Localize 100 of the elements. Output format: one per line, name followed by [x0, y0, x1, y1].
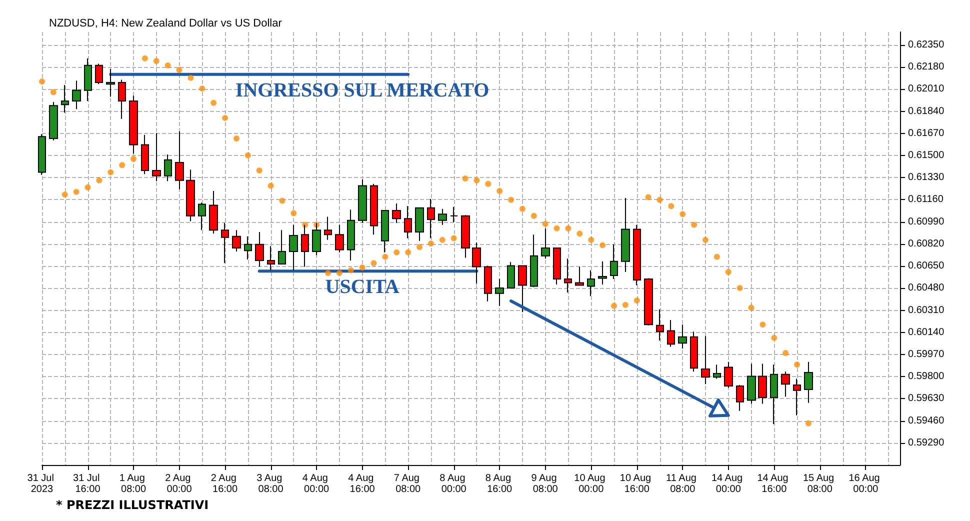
candlestick	[164, 154, 172, 182]
x-tick-label: 11 Aug 08:00	[666, 473, 700, 495]
x-tick-label: 8 Aug 00:00	[440, 473, 468, 495]
y-tick-label: 0.61670	[908, 128, 945, 139]
y-tick-label: 0.61160	[908, 194, 944, 206]
candlestick	[370, 183, 378, 236]
y-tick-label: 0.60990	[908, 216, 945, 228]
candlestick	[267, 246, 275, 271]
candlestick	[667, 320, 675, 348]
x-tick-label: 15 Aug 08:00	[802, 473, 837, 495]
candlestick	[278, 230, 286, 264]
x-tick-label: 31 Jul 16:00	[73, 473, 102, 495]
candlestick	[472, 242, 481, 284]
candlestick	[427, 198, 435, 239]
candlestick	[404, 206, 412, 239]
candlestick	[49, 101, 58, 141]
y-tick-label: 0.62010	[908, 84, 945, 95]
candlestick	[95, 63, 103, 85]
y-tick-label: 0.60480	[908, 282, 945, 294]
candlestick	[438, 208, 447, 226]
candlestick	[232, 230, 241, 252]
candlestick	[690, 331, 698, 372]
candlestick	[415, 207, 424, 242]
candlestick	[598, 260, 607, 286]
candlestick	[72, 80, 81, 110]
x-tick-label: 9 Aug 08:00	[531, 473, 560, 495]
x-tick-label: 16 Aug 00:00	[848, 473, 883, 495]
candlestick	[335, 224, 344, 253]
candlestick	[553, 247, 561, 286]
candlestick	[38, 134, 46, 176]
annotation: INGRESSO SUL MERCATO	[235, 79, 490, 102]
candlestick	[484, 265, 492, 302]
candlestick	[175, 130, 184, 190]
y-tick-label: 0.62350	[908, 40, 945, 51]
y-tick-label: 0.59800	[908, 371, 945, 382]
candlestick	[198, 202, 206, 231]
candlestick	[758, 363, 767, 404]
x-tick-label: 1 Aug 08:00	[119, 473, 148, 495]
x-tick-label: 14 Aug 00:00	[711, 473, 746, 495]
candlestick	[106, 68, 115, 98]
x-tick-label: 7 Aug 08:00	[394, 473, 422, 495]
text: * PREZZI ILLUSTRATIVI	[56, 498, 209, 512]
x-tick-label: 4 Aug 00:00	[302, 473, 331, 495]
candlestick	[255, 231, 264, 268]
x-tick-label: 10 Aug 16:00	[620, 473, 654, 495]
candlestick	[736, 384, 744, 412]
y-tick-label: 0.60310	[908, 304, 945, 316]
x-tick-label: 31 Jul 2023	[27, 473, 57, 495]
candlestick	[713, 364, 721, 380]
candlestick	[381, 210, 389, 253]
y-tick-label: 0.60140	[908, 326, 945, 338]
candlestick	[461, 214, 470, 258]
candlestick	[701, 336, 710, 385]
y-tick-label: 0.61330	[908, 172, 945, 184]
annotation: USCITA	[325, 276, 400, 298]
x-tick-label: 4 Aug 16:00	[348, 473, 376, 495]
candlestick	[587, 270, 595, 297]
candlestick	[209, 190, 218, 234]
x-tick-label: 10 Aug 00:00	[574, 473, 608, 495]
candlestick	[724, 361, 733, 388]
y-tick-label: 0.60820	[908, 238, 945, 250]
candlestick	[644, 278, 653, 326]
candlestick	[221, 222, 229, 264]
y-tick-label: 0.60650	[908, 260, 945, 272]
y-tick-label: 0.61840	[908, 106, 945, 117]
candlestick	[289, 224, 298, 271]
candlestick	[541, 228, 550, 260]
candlestick	[152, 132, 161, 182]
x-tick-label: 2 Aug 16:00	[210, 473, 240, 495]
candlestick	[678, 324, 687, 349]
y-tick-label: 0.59630	[908, 393, 945, 404]
candlestick	[324, 216, 332, 240]
candlestick	[186, 169, 195, 222]
x-tick-label: 2 Aug 00:00	[165, 473, 194, 495]
candlestick	[84, 58, 92, 102]
candlestick	[747, 363, 756, 404]
candlestick	[450, 206, 458, 223]
candlestick	[347, 209, 355, 261]
x-tick-label: 3 Aug 08:00	[256, 473, 285, 495]
candlestick	[564, 258, 572, 293]
candlestick	[495, 278, 504, 306]
candlestick	[781, 371, 790, 398]
candlestick	[793, 378, 801, 416]
candlestick	[575, 266, 584, 286]
candlestick	[770, 364, 778, 425]
candlestick	[61, 84, 69, 114]
candlestick	[621, 198, 630, 273]
y-tick-label: 0.62180	[908, 62, 945, 73]
candlestick	[610, 244, 618, 280]
candlestick	[656, 308, 664, 342]
candlestick	[530, 234, 538, 288]
candlestick	[392, 203, 401, 224]
candlestick	[129, 95, 138, 154]
y-tick-label: 0.59460	[908, 415, 945, 426]
candlestick	[804, 361, 813, 404]
candlestick	[244, 236, 252, 260]
candlestick	[118, 79, 126, 120]
candlestick	[358, 178, 367, 224]
y-tick-label: 0.61500	[908, 150, 945, 162]
x-tick-label: 14 Aug 16:00	[757, 473, 792, 495]
